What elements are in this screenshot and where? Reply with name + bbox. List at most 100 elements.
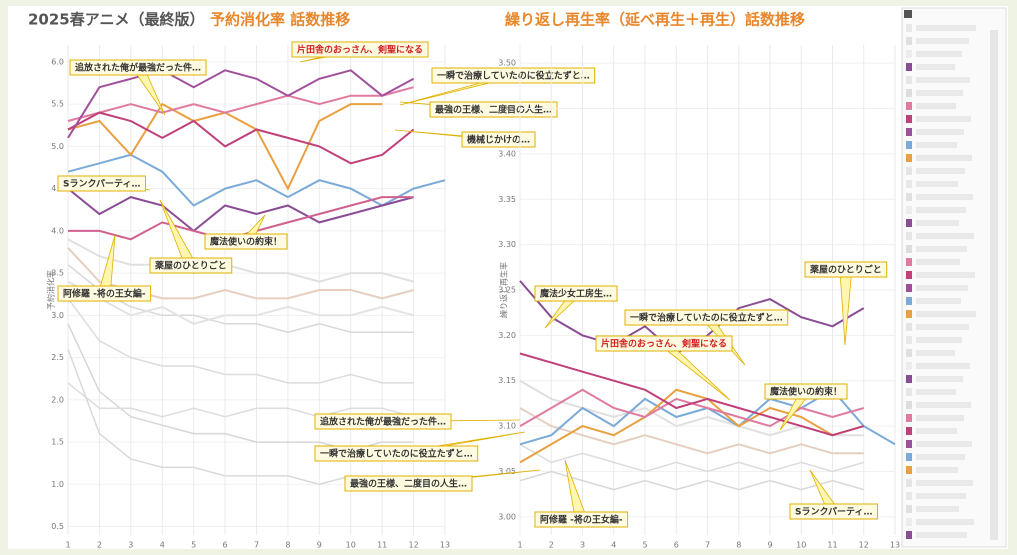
y-tick-label: 3.25	[498, 286, 516, 295]
x-tick-label: 12	[859, 541, 869, 550]
legend-row	[916, 155, 972, 161]
y-axis-label: 繰り返し再生率	[499, 262, 509, 318]
x-tick-label: 6	[223, 541, 228, 550]
legend-swatch	[906, 245, 912, 253]
callout-text: Sランクパーティ…	[795, 506, 873, 518]
x-tick-label: 5	[191, 541, 196, 550]
legend-row	[916, 311, 976, 317]
callout-box	[429, 101, 558, 118]
legend-swatch	[906, 284, 912, 292]
callout: Sランクパーティ…	[789, 469, 878, 520]
callout-box	[69, 59, 207, 76]
legend-swatch	[906, 193, 912, 201]
y-tick-label: 3.15	[498, 376, 516, 385]
callout: 魔法使いの約束！	[764, 383, 848, 431]
legend-row	[916, 194, 973, 200]
callout-text: 追放された俺が最強だった件…	[75, 62, 201, 74]
legend-swatch	[906, 323, 912, 331]
legend-swatch	[906, 401, 912, 409]
x-tick-label: 7	[254, 541, 259, 550]
legend-row	[916, 376, 963, 382]
legend-row	[916, 324, 969, 330]
callout-text: 機械じかけの…	[467, 134, 530, 146]
chart-title: 予約消化率 話数推移	[210, 11, 350, 29]
series-line	[67, 238, 414, 283]
series-line	[67, 69, 415, 139]
y-tick-label: 6.0	[51, 57, 64, 66]
y-tick-label: 3.35	[498, 195, 516, 204]
callout-box	[789, 503, 878, 520]
callout: 魔法少女工房生…	[534, 285, 618, 329]
series-line	[519, 352, 865, 437]
header-title: 2025春アニメ（最終版）	[28, 11, 204, 29]
callout: Sランクパーティ…	[57, 175, 151, 192]
legend-swatch	[906, 102, 912, 110]
series-line	[67, 280, 414, 325]
x-tick-label: 6	[674, 541, 679, 550]
legend-swatch	[906, 167, 912, 175]
y-tick-label: 3.00	[498, 512, 516, 521]
y-tick-label: 1.0	[51, 480, 64, 489]
legend-row	[916, 506, 959, 512]
series-line	[67, 382, 414, 418]
legend-swatch	[906, 154, 912, 162]
x-tick-label: 13	[440, 541, 450, 550]
callout: 最強の王様、二度目の人生…	[344, 469, 541, 492]
legend-swatch	[906, 440, 912, 448]
legend-row	[916, 181, 958, 187]
legend-swatch	[906, 258, 912, 266]
y-tick-label: 3.50	[498, 59, 516, 68]
scrollbar[interactable]	[990, 30, 998, 540]
x-tick-label: 11	[377, 541, 387, 550]
legend-swatch	[906, 466, 912, 474]
legend-row	[916, 389, 956, 395]
x-tick-label: 13	[890, 541, 900, 550]
callout: 阿修羅 -将の王女編-	[57, 234, 152, 302]
legend-row	[916, 207, 966, 213]
chart: 繰り返し再生率 3.00 3.05 3.10 3.15 3.20 3.25 3.30 3.35 3…	[314, 45, 900, 550]
y-tick-label: 3.20	[498, 331, 516, 340]
y-tick-label: 2.0	[51, 395, 64, 404]
legend-row	[916, 103, 956, 109]
series-line	[519, 407, 864, 455]
legend-row	[916, 272, 975, 278]
callout: 片田舎のおっさん、剣聖になる	[595, 335, 733, 401]
callout: 片田舎のおっさん、剣聖になる	[291, 41, 429, 63]
callout-text: 追放された俺が最強だった件…	[320, 416, 446, 428]
callout-text: 魔法使いの約束！	[769, 386, 842, 398]
legend-swatch	[906, 336, 912, 344]
series-line	[67, 111, 415, 165]
callout-text: 阿修羅 -将の王女編-	[63, 288, 146, 300]
chart: 予約消化率0.51.01.52.02.53.03.54.04.55.05.56.…	[46, 41, 596, 550]
legend-swatch	[906, 63, 912, 71]
legend-row	[916, 415, 964, 421]
legend-swatch	[906, 115, 912, 123]
callout: 魔法使いの約束！	[204, 214, 288, 250]
callout-box	[534, 511, 629, 528]
callout-box	[204, 233, 288, 250]
callout-text: 一瞬で治療していたのに役立たずと…	[630, 312, 783, 324]
callout: 追放された俺が最強だった件…	[314, 413, 521, 430]
legend-row	[916, 142, 957, 148]
callout: 一瞬で治療していたのに役立たずと…	[314, 431, 526, 462]
y-tick-label: 4.0	[51, 226, 64, 235]
x-tick-label: 1	[517, 541, 522, 550]
legend-row	[916, 363, 970, 369]
legend-swatch	[906, 50, 912, 58]
x-tick-label: 4	[160, 541, 165, 550]
callout: 一瞬で治療していたのに役立たずと…	[399, 67, 596, 106]
legend-swatch	[906, 219, 912, 227]
legend-row	[916, 259, 960, 265]
legend-row	[916, 298, 961, 304]
callout-text: 魔法少女工房生…	[539, 288, 612, 300]
legend-swatch	[906, 24, 912, 32]
legend-row	[916, 454, 965, 460]
legend-swatch	[906, 232, 912, 240]
callout-box	[624, 309, 789, 326]
legend-swatch	[906, 271, 912, 279]
y-tick-label: 3.40	[498, 149, 516, 158]
series-line	[67, 187, 414, 233]
callout-text: 薬屋のひとりごと	[810, 264, 882, 276]
